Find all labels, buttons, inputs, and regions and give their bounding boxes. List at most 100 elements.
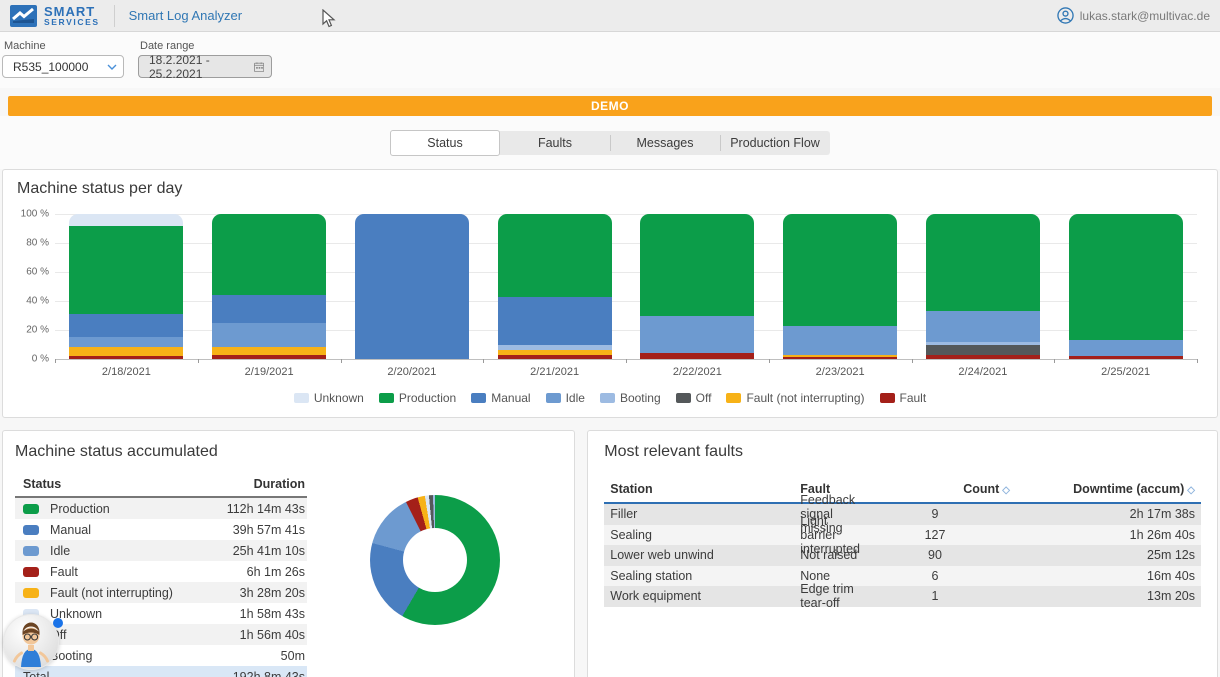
bars-container: [55, 214, 1197, 359]
bar-segment-idle[interactable]: [926, 311, 1040, 341]
fault-row[interactable]: Sealing stationNone616m 40s: [604, 566, 1201, 587]
bar-segment-production[interactable]: [498, 214, 612, 297]
bar-segment-manual[interactable]: [498, 297, 612, 345]
x-axis-label: 2/25/2021: [1054, 366, 1197, 378]
demo-banner: DEMO: [8, 96, 1212, 116]
bar-segment-fault[interactable]: [498, 355, 612, 359]
bar-segment-fault-not-interrupting-[interactable]: [212, 347, 326, 354]
bar-segment-unknown[interactable]: [69, 214, 183, 226]
x-axis-tick: [483, 359, 484, 363]
bar-segment-manual[interactable]: [355, 214, 469, 359]
bar-segment-production[interactable]: [1069, 214, 1183, 340]
status-donut-chart[interactable]: [370, 495, 500, 625]
stacked-bar-2-19-2021[interactable]: [212, 214, 326, 359]
status-label: Off: [50, 628, 240, 642]
bar-segment-fault[interactable]: [212, 355, 326, 359]
assistant-widget[interactable]: [3, 614, 59, 670]
bar-segment-production[interactable]: [926, 214, 1040, 311]
x-axis-label: 2/20/2021: [341, 366, 484, 378]
bar-segment-fault[interactable]: [69, 356, 183, 359]
user-menu[interactable]: lukas.stark@multivac.de: [1057, 7, 1210, 24]
sort-icon[interactable]: ◇: [1002, 485, 1010, 496]
bar-segment-production[interactable]: [640, 214, 754, 316]
date-range-label: Date range: [140, 40, 272, 52]
fault-row[interactable]: SealingLight barrier interrupted1271h 26…: [604, 525, 1201, 546]
assistant-notification-dot: [53, 618, 63, 628]
total-label: Total: [23, 670, 233, 677]
status-label: Unknown: [50, 607, 240, 621]
machine-select[interactable]: R535_100000: [2, 55, 124, 78]
y-axis-tick-label: 80 %: [26, 238, 49, 249]
legend-item: Fault (not interrupting): [726, 391, 864, 405]
bar-segment-fault[interactable]: [1069, 356, 1183, 359]
brand-logo-icon: [10, 5, 37, 27]
machine-status-accumulated-panel: Machine status accumulated StatusDuratio…: [2, 430, 575, 677]
machine-value: R535_100000: [13, 60, 88, 74]
status-label: Idle: [50, 544, 233, 558]
faults-title: Most relevant faults: [604, 443, 1201, 461]
accumulated-title: Machine status accumulated: [15, 443, 562, 461]
bar-segment-production[interactable]: [212, 214, 326, 295]
date-range-input[interactable]: 18.2.2021 - 25.2.2021: [138, 55, 272, 78]
fault-description: Not raised: [800, 548, 860, 562]
bar-segment-idle[interactable]: [783, 326, 897, 356]
column-header-downtime-accum-[interactable]: Downtime (accum)◇: [1010, 482, 1195, 496]
stacked-bar-2-18-2021[interactable]: [69, 214, 183, 359]
bar-segment-idle[interactable]: [1069, 340, 1183, 356]
status-row: Fault (not interrupting)3h 28m 20s: [15, 582, 307, 603]
bar-segment-fault[interactable]: [640, 353, 754, 359]
status-duration: 1h 56m 40s: [240, 628, 305, 642]
bar-segment-manual[interactable]: [69, 314, 183, 337]
bar-segment-fault[interactable]: [783, 357, 897, 359]
bar-segment-production[interactable]: [69, 226, 183, 314]
sort-icon[interactable]: ◇: [1187, 485, 1195, 496]
bar-segment-fault-not-interrupting-[interactable]: [69, 347, 183, 356]
stacked-bar-2-23-2021[interactable]: [783, 214, 897, 359]
stacked-bar-chart: 100 %80 %60 %40 %20 %0 %: [55, 214, 1197, 359]
bar-slot: [769, 214, 912, 359]
fault-downtime: 13m 20s: [1010, 589, 1195, 603]
fault-row[interactable]: FillerFeedback signal missing92h 17m 38s: [604, 504, 1201, 525]
total-row: Total192h 8m 43s: [15, 666, 307, 677]
tab-production-flow[interactable]: Production Flow: [720, 131, 830, 155]
stacked-bar-2-25-2021[interactable]: [1069, 214, 1183, 359]
bar-segment-fault[interactable]: [926, 355, 1040, 359]
bar-segment-idle[interactable]: [69, 337, 183, 347]
fault-station: Sealing: [610, 528, 800, 542]
status-label: Fault: [50, 565, 247, 579]
x-axis-label: 2/22/2021: [626, 366, 769, 378]
column-header-count[interactable]: Count◇: [860, 482, 1010, 496]
status-duration: 50m: [281, 649, 305, 663]
tab-status[interactable]: Status: [390, 130, 500, 156]
bar-segment-idle[interactable]: [640, 316, 754, 354]
status-color-chip: [23, 567, 39, 577]
legend-label: Booting: [620, 391, 661, 405]
x-axis-tick: [769, 359, 770, 363]
bar-segment-production[interactable]: [783, 214, 897, 326]
tab-faults[interactable]: Faults: [500, 131, 610, 155]
legend-swatch: [379, 393, 394, 403]
fault-row[interactable]: Work equipmentEdge trim tear-off113m 20s: [604, 586, 1201, 607]
bar-slot: [483, 214, 626, 359]
legend-item: Fault: [880, 391, 927, 405]
fault-row[interactable]: Lower web unwindNot raised9025m 12s: [604, 545, 1201, 566]
bar-slot: [626, 214, 769, 359]
faults-table-header: StationFaultCount◇Downtime (accum)◇: [604, 479, 1201, 504]
tab-bar: StatusFaultsMessagesProduction Flow: [390, 131, 830, 155]
faults-table: StationFaultCount◇Downtime (accum)◇Fille…: [604, 479, 1201, 607]
status-row: Manual39h 57m 41s: [15, 519, 307, 540]
stacked-bar-2-24-2021[interactable]: [926, 214, 1040, 359]
status-row: Idle25h 41m 10s: [15, 540, 307, 561]
bar-segment-off[interactable]: [926, 345, 1040, 355]
bar-segment-idle[interactable]: [212, 323, 326, 348]
status-duration: 1h 58m 43s: [240, 607, 305, 621]
machine-status-per-day-panel: Machine status per day 100 %80 %60 %40 %…: [2, 169, 1218, 418]
tab-messages[interactable]: Messages: [610, 131, 720, 155]
brand-line2: SERVICES: [44, 18, 100, 27]
bar-segment-manual[interactable]: [212, 295, 326, 323]
x-axis-label: 2/18/2021: [55, 366, 198, 378]
bar-slot: [55, 214, 198, 359]
stacked-bar-2-22-2021[interactable]: [640, 214, 754, 359]
stacked-bar-2-20-2021[interactable]: [355, 214, 469, 359]
stacked-bar-2-21-2021[interactable]: [498, 214, 612, 359]
